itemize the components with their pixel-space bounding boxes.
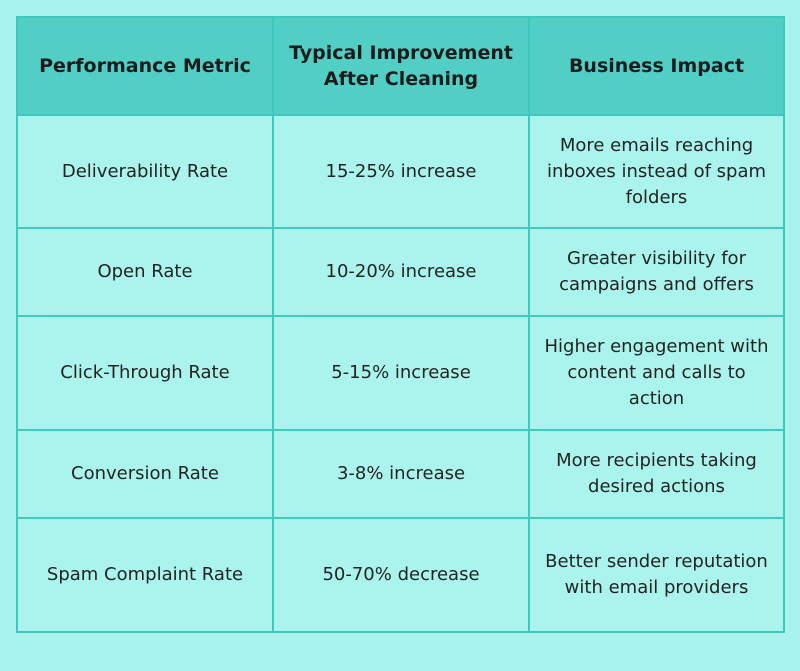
metric-cell: Deliverability Rate (16, 114, 274, 229)
metric-cell: Click-Through Rate (16, 315, 274, 431)
improvement-cell: 15-25% increase (272, 114, 530, 229)
impact-cell: Better sender reputation with email prov… (528, 517, 785, 633)
table-row: Click-Through Rate 5-15% increase Higher… (16, 315, 785, 431)
metrics-table-container: Performance Metric Typical Improvement A… (16, 16, 785, 633)
impact-cell: More emails reaching inboxes instead of … (528, 114, 785, 229)
header-performance-metric: Performance Metric (16, 16, 274, 116)
header-typical-improvement: Typical Improvement After Cleaning (272, 16, 530, 116)
table-header-row: Performance Metric Typical Improvement A… (16, 16, 785, 116)
improvement-cell: 5-15% increase (272, 315, 530, 431)
metric-cell: Spam Complaint Rate (16, 517, 274, 633)
impact-cell: More recipients taking desired actions (528, 429, 785, 519)
metrics-table: Performance Metric Typical Improvement A… (16, 16, 785, 633)
improvement-cell: 50-70% decrease (272, 517, 530, 633)
table-row: Spam Complaint Rate 50-70% decrease Bett… (16, 517, 785, 633)
table-row: Open Rate 10-20% increase Greater visibi… (16, 227, 785, 317)
table-row: Deliverability Rate 15-25% increase More… (16, 114, 785, 229)
improvement-cell: 10-20% increase (272, 227, 530, 317)
metric-cell: Open Rate (16, 227, 274, 317)
impact-cell: Higher engagement with content and calls… (528, 315, 785, 431)
improvement-cell: 3-8% increase (272, 429, 530, 519)
table-row: Conversion Rate 3-8% increase More recip… (16, 429, 785, 519)
header-business-impact: Business Impact (528, 16, 785, 116)
impact-cell: Greater visibility for campaigns and off… (528, 227, 785, 317)
metric-cell: Conversion Rate (16, 429, 274, 519)
